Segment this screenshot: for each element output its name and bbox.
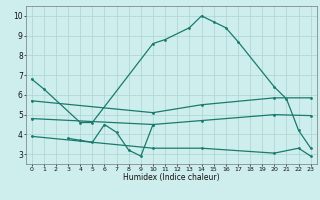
- X-axis label: Humidex (Indice chaleur): Humidex (Indice chaleur): [123, 173, 220, 182]
